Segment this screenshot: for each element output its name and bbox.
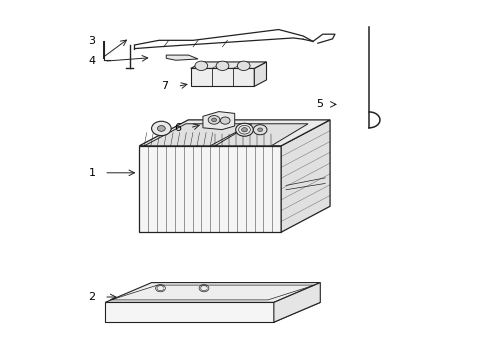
Text: 3: 3 [88,36,95,46]
Circle shape [241,127,247,132]
Polygon shape [139,146,281,232]
Circle shape [208,116,220,124]
Polygon shape [254,62,266,86]
Circle shape [216,61,228,71]
Circle shape [151,121,171,136]
Polygon shape [139,120,329,146]
Polygon shape [105,302,320,322]
Polygon shape [166,55,198,60]
Polygon shape [203,112,234,130]
Circle shape [157,126,165,131]
Text: 4: 4 [88,56,95,66]
Circle shape [211,118,216,122]
Circle shape [253,125,266,135]
Circle shape [257,128,262,131]
Polygon shape [144,124,251,146]
Text: 7: 7 [161,81,168,91]
Circle shape [235,123,253,136]
Circle shape [195,61,207,71]
Polygon shape [190,68,254,86]
Text: 1: 1 [88,168,95,178]
Polygon shape [190,62,266,68]
Circle shape [220,117,229,124]
Text: 5: 5 [315,99,322,109]
Polygon shape [105,302,273,322]
Circle shape [237,61,249,71]
Polygon shape [273,283,320,322]
Text: 6: 6 [174,123,181,133]
Polygon shape [105,283,320,302]
Polygon shape [281,120,329,232]
Text: 2: 2 [88,292,95,302]
Polygon shape [215,124,307,146]
